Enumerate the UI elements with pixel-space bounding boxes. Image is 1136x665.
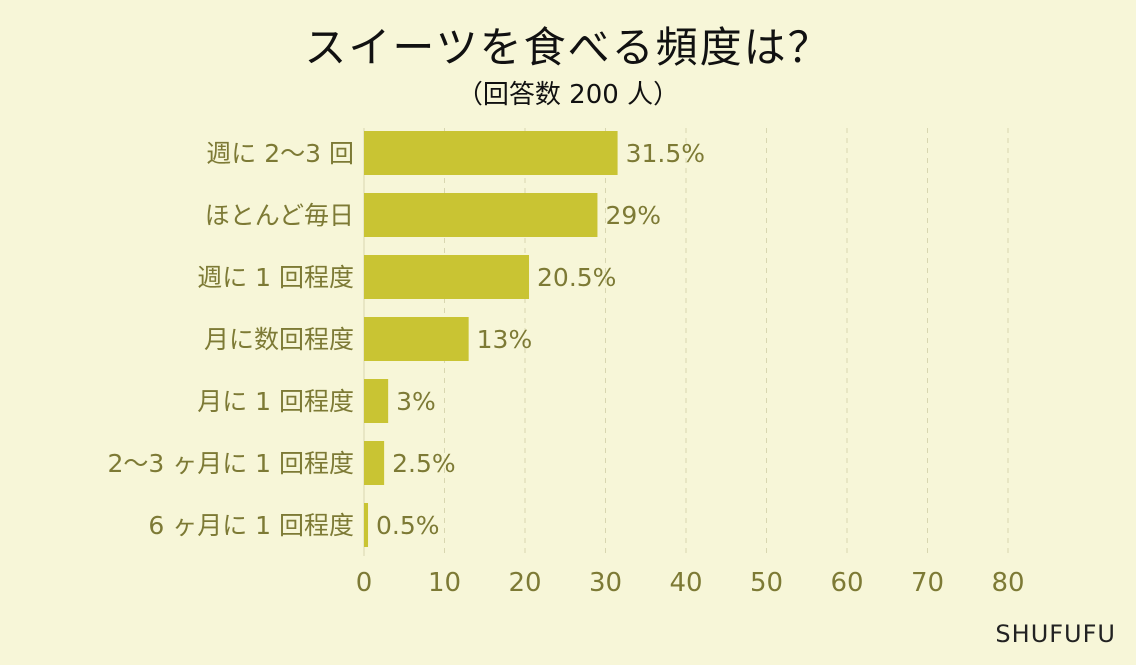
bar [364, 131, 618, 175]
brand-logo-text: SHUFUFU [995, 620, 1116, 648]
x-tick-label: 0 [356, 568, 373, 598]
bar [364, 503, 369, 547]
category-label: ほとんど毎日 [205, 201, 354, 230]
x-tick-label: 40 [669, 568, 702, 598]
bar [364, 193, 598, 237]
data-label: 31.5% [626, 139, 705, 168]
bar [364, 255, 530, 299]
category-label: 6 ヶ月に 1 回程度 [148, 511, 354, 540]
x-tick-label: 60 [830, 568, 863, 598]
data-label: 2.5% [392, 449, 456, 478]
data-label: 3% [396, 387, 436, 416]
data-label: 13% [477, 325, 533, 354]
category-label: 2〜3 ヶ月に 1 回程度 [107, 449, 354, 478]
category-label: 週に 1 回程度 [197, 263, 354, 292]
x-tick-label: 10 [428, 568, 461, 598]
x-tick-label: 70 [911, 568, 944, 598]
bar [364, 317, 469, 361]
bar [364, 441, 385, 485]
category-label: 週に 2〜3 回 [206, 139, 354, 168]
bar [364, 379, 389, 423]
x-tick-label: 30 [589, 568, 622, 598]
data-label: 20.5% [537, 263, 616, 292]
x-tick-label: 20 [508, 568, 541, 598]
data-label: 29% [605, 201, 661, 230]
x-tick-label: 50 [750, 568, 783, 598]
data-label: 0.5% [376, 511, 440, 540]
chart-subtitle: （回答数 200 人） [456, 80, 680, 110]
category-label: 月に 1 回程度 [197, 387, 354, 416]
category-label: 月に数回程度 [204, 325, 354, 354]
x-tick-label: 80 [991, 568, 1024, 598]
chart-title: スイーツを食べる頻度は？ [304, 23, 832, 72]
